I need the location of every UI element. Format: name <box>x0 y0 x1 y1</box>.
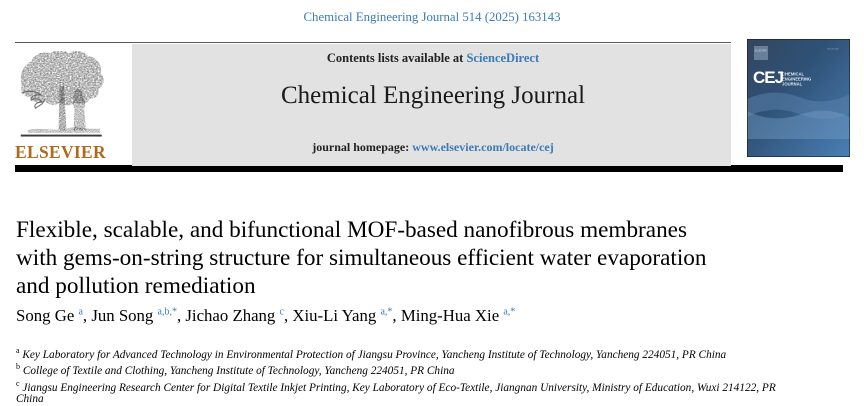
svg-text:JOURNAL: JOURNAL <box>782 82 803 87</box>
svg-text:Vol 000 000: Vol 000 000 <box>827 49 839 51</box>
svg-text:ELSEVIER: ELSEVIER <box>755 50 767 53</box>
svg-text:CEJ: CEJ <box>753 68 784 87</box>
